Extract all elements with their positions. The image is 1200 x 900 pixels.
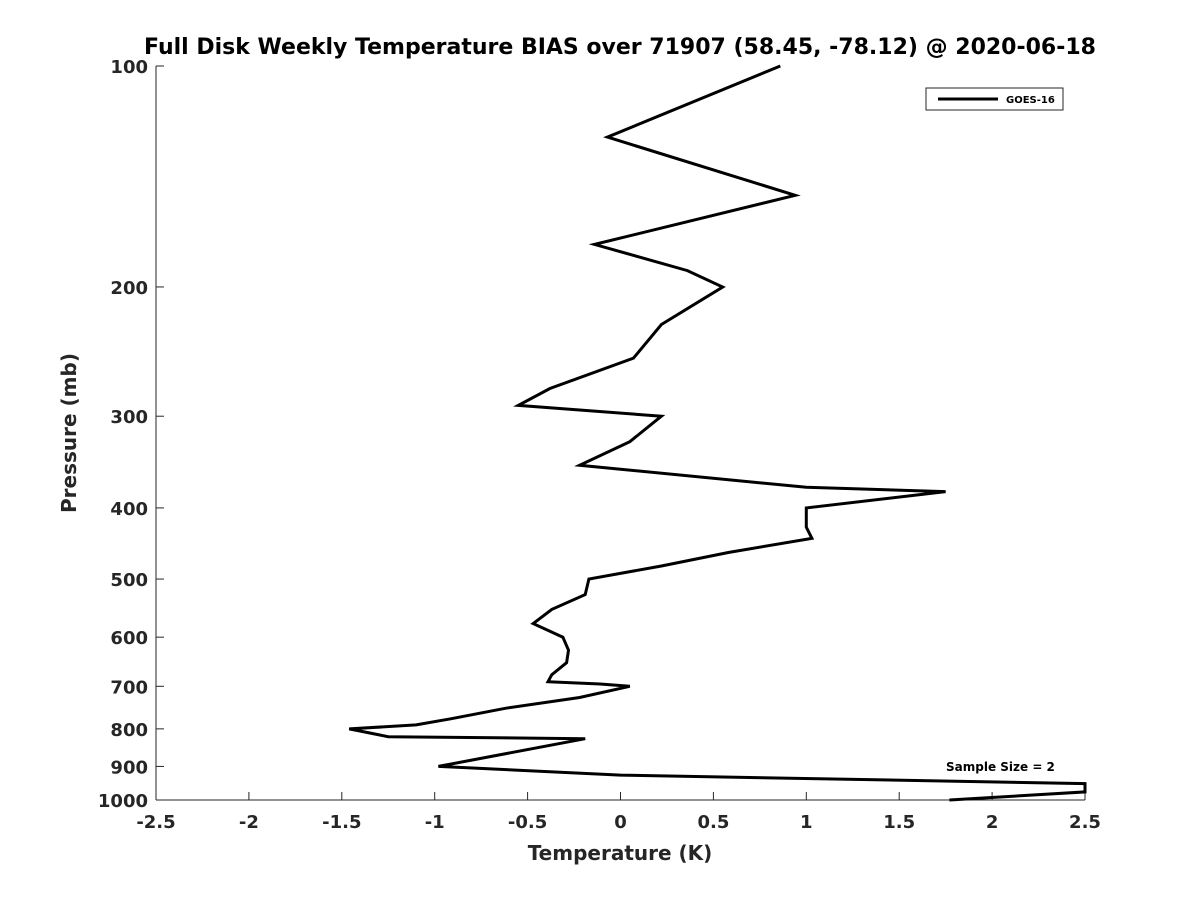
legend: GOES-16 — [925, 87, 1064, 111]
series-layer — [348, 64, 1087, 802]
y-tick-label: 600 — [110, 628, 148, 649]
x-ticks: -2.5 -2 -1.5 -1 -0.5 0 0.5 1 1.5 2 2.5 — [136, 792, 1101, 833]
sample-size-annotation: Sample Size = 2 — [946, 760, 1055, 774]
y-tick-label: 200 — [110, 278, 148, 299]
x-tick-label: -1.5 — [322, 812, 361, 833]
series-line-goes-16 — [348, 64, 1087, 802]
legend-label-goes-16: GOES-16 — [1006, 95, 1055, 106]
y-tick-label: 100 — [110, 57, 148, 78]
y-tick-label: 700 — [110, 677, 148, 698]
y-tick-label: 900 — [110, 757, 148, 778]
x-axis-label: Temperature (K) — [528, 841, 713, 865]
y-tick-label: 500 — [110, 570, 148, 591]
x-tick-label: 1 — [800, 812, 813, 833]
x-tick-label: 0 — [614, 812, 627, 833]
y-tick-label: 300 — [110, 407, 148, 428]
y-tick-label: 1000 — [98, 791, 148, 812]
y-tick-label: 400 — [110, 499, 148, 520]
x-tick-label: 0.5 — [697, 812, 729, 833]
x-tick-label: -2.5 — [136, 812, 175, 833]
y-ticks: 100 200 300 400 500 600 700 800 900 1000 — [98, 57, 164, 812]
x-tick-label: -2 — [239, 812, 259, 833]
x-tick-label: 1.5 — [883, 812, 915, 833]
x-tick-label: -0.5 — [508, 812, 547, 833]
y-axis-label: Pressure (mb) — [57, 353, 81, 513]
y-tick-label: 800 — [110, 720, 148, 741]
chart-title: Full Disk Weekly Temperature BIAS over 7… — [144, 35, 1096, 60]
x-tick-label: 2 — [986, 812, 999, 833]
x-tick-label: -1 — [425, 812, 445, 833]
x-tick-label: 2.5 — [1069, 812, 1101, 833]
